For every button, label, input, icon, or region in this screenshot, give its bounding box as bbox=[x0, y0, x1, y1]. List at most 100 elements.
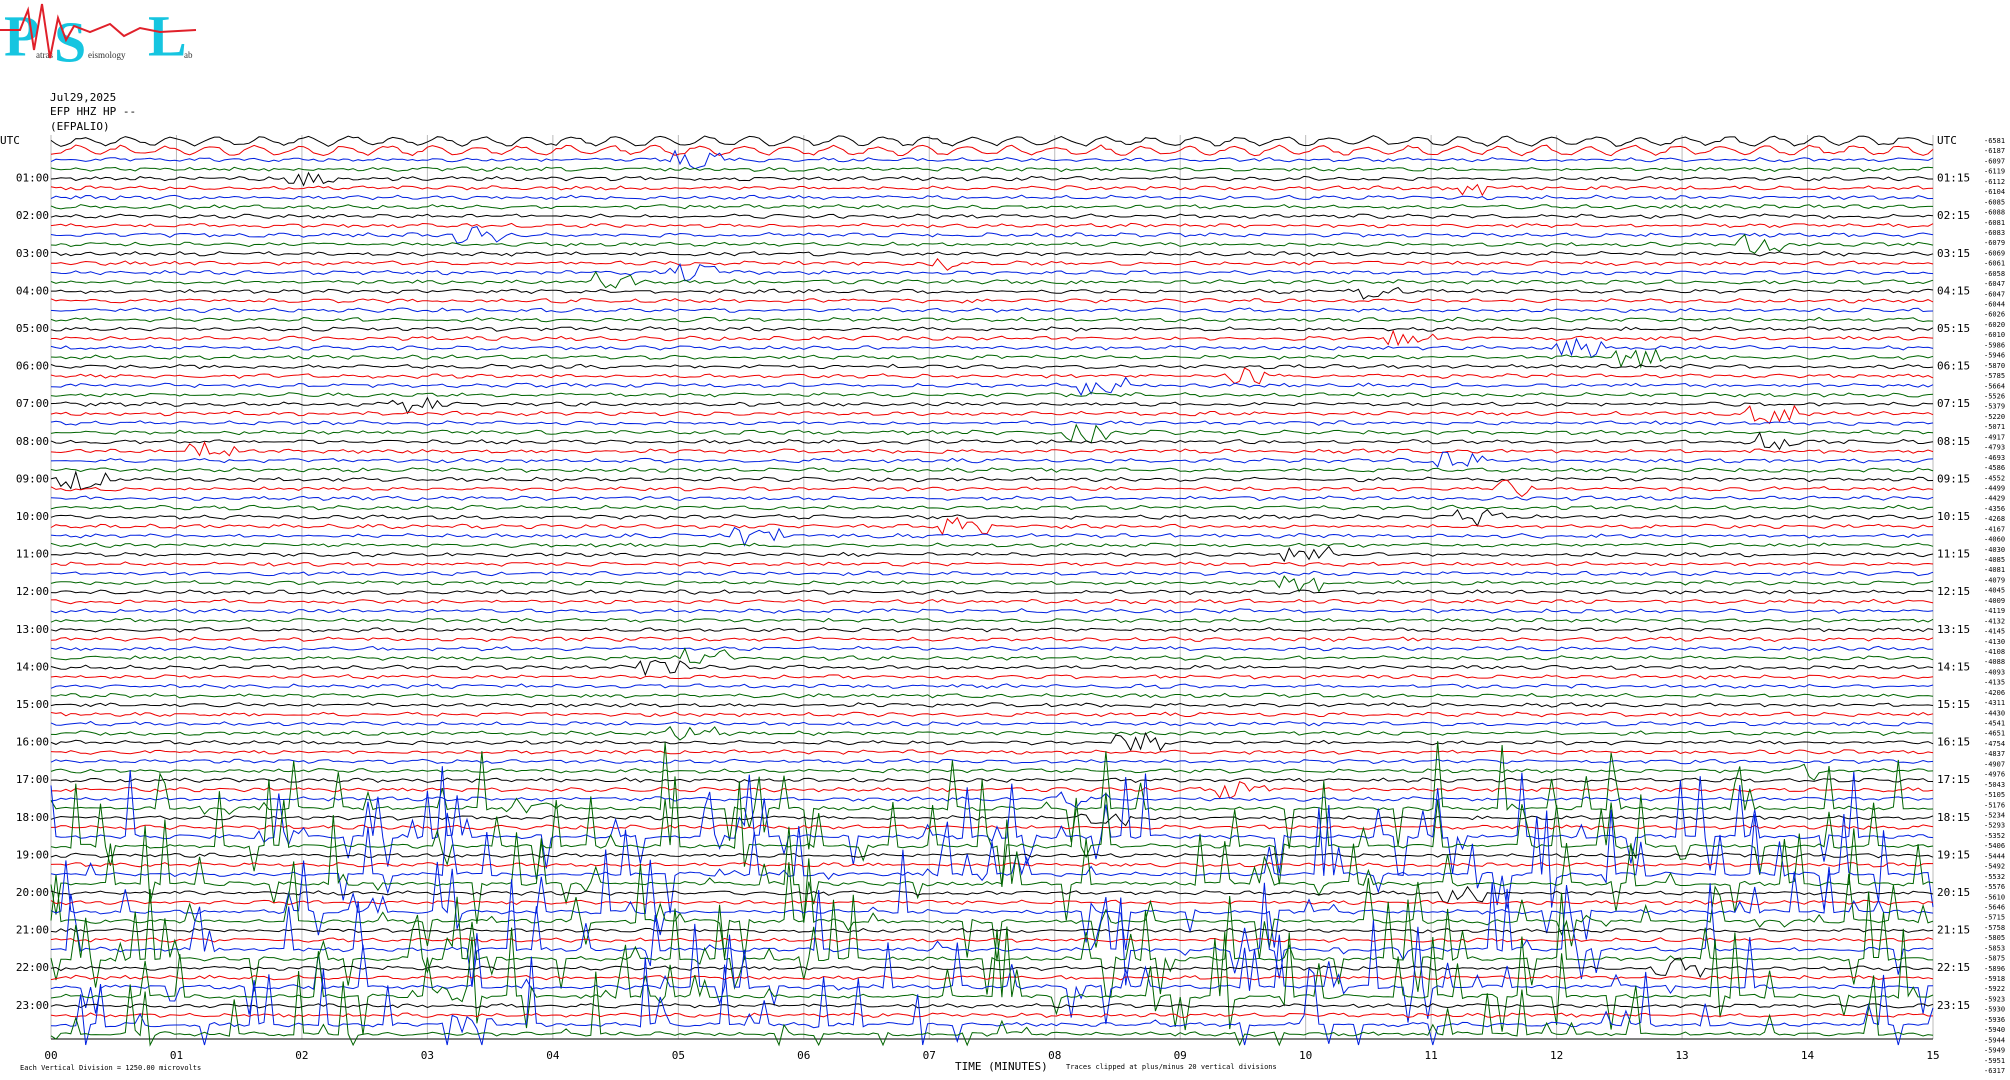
trace bbox=[50, 749, 1934, 755]
trace bbox=[50, 194, 1934, 201]
hour-label-right: 01:15 bbox=[1937, 172, 1970, 185]
trace-offset: -4552 bbox=[1984, 474, 2005, 482]
trace bbox=[50, 1012, 1934, 1018]
trace bbox=[50, 262, 1934, 282]
trace bbox=[50, 937, 1934, 943]
trace-offset: -6085 bbox=[1984, 198, 2005, 206]
trace bbox=[50, 575, 1934, 593]
x-tick-label: 04 bbox=[546, 1049, 560, 1062]
trace bbox=[50, 495, 1934, 502]
trace bbox=[50, 203, 1933, 210]
trace bbox=[50, 617, 1934, 624]
trace bbox=[50, 144, 1934, 157]
hour-label-left: 23:00 bbox=[16, 999, 49, 1012]
trace bbox=[50, 920, 1934, 1025]
trace-offset: -4145 bbox=[1984, 628, 2005, 636]
trace bbox=[50, 516, 1934, 536]
trace bbox=[50, 149, 1934, 170]
trace-offset: -4085 bbox=[1984, 556, 2005, 564]
trace bbox=[50, 645, 1933, 652]
trace-offset: -4119 bbox=[1984, 607, 2005, 615]
trace bbox=[50, 226, 1934, 244]
x-tick-label: 15 bbox=[1926, 1049, 1939, 1062]
logo-wave bbox=[0, 3, 197, 59]
hour-label-left: 16:00 bbox=[16, 736, 49, 749]
x-tick-label: 10 bbox=[1299, 1049, 1312, 1062]
trace-offset: -5930 bbox=[1984, 1006, 2005, 1014]
hour-label-left: 06:00 bbox=[16, 360, 49, 373]
trace-offset: -5526 bbox=[1984, 392, 2005, 400]
trace-offset: -5176 bbox=[1984, 801, 2005, 809]
trace-offset: -6081 bbox=[1984, 219, 2005, 227]
trace bbox=[50, 441, 1934, 457]
trace bbox=[50, 316, 1934, 323]
trace-offset: -6020 bbox=[1984, 321, 2005, 329]
trace-offset: -4541 bbox=[1984, 720, 2005, 728]
hour-label-right: 08:15 bbox=[1937, 435, 1970, 448]
hour-label-right: 07:15 bbox=[1937, 397, 1970, 410]
trace bbox=[50, 257, 1934, 271]
trace bbox=[50, 526, 1934, 547]
x-tick-label: 07 bbox=[923, 1049, 936, 1062]
trace bbox=[50, 233, 1934, 254]
trace-offset: -4079 bbox=[1984, 576, 2005, 584]
trace-offset: -6058 bbox=[1984, 270, 2005, 278]
channel: EFP HHZ HP -- bbox=[50, 105, 136, 118]
trace bbox=[50, 766, 1934, 877]
trace bbox=[50, 758, 1934, 765]
trace-offset: -5949 bbox=[1984, 1047, 2005, 1055]
trace bbox=[50, 598, 1934, 605]
trace-offset: -6044 bbox=[1984, 301, 2005, 309]
hour-label-right: 15:15 bbox=[1937, 698, 1970, 711]
x-tick-label: 06 bbox=[797, 1049, 810, 1062]
trace bbox=[50, 367, 1934, 385]
trace-offset: -6083 bbox=[1984, 229, 2005, 237]
trace bbox=[50, 589, 1934, 595]
hour-label-right: 02:15 bbox=[1937, 209, 1970, 222]
hour-label-right: 18:15 bbox=[1937, 811, 1970, 824]
trace bbox=[50, 781, 1934, 800]
trace-offset: -6097 bbox=[1984, 157, 2005, 165]
hour-label-right: 22:15 bbox=[1937, 961, 1970, 974]
trace-offset: -4754 bbox=[1984, 740, 2005, 748]
trace-offset: -5853 bbox=[1984, 944, 2005, 952]
trace bbox=[50, 885, 1934, 904]
hour-label-right: 06:15 bbox=[1937, 360, 1970, 373]
x-tick-label: 13 bbox=[1675, 1049, 1688, 1062]
hour-label-left: 15:00 bbox=[16, 698, 49, 711]
hour-label-left: 18:00 bbox=[16, 811, 49, 824]
hour-label-right: 09:15 bbox=[1937, 472, 1970, 485]
hour-label-right: 10:15 bbox=[1937, 510, 1970, 523]
hour-label-right: 04:15 bbox=[1937, 284, 1970, 297]
trace-offset: -5785 bbox=[1984, 372, 2005, 380]
hour-label-right: 14:15 bbox=[1937, 660, 1970, 673]
trace bbox=[50, 683, 1934, 690]
trace bbox=[50, 814, 1934, 924]
trace-offset: -5043 bbox=[1984, 781, 2005, 789]
trace bbox=[50, 927, 1934, 934]
trace bbox=[50, 731, 1934, 752]
trace bbox=[50, 776, 1934, 887]
trace-offset: -5352 bbox=[1984, 832, 2005, 840]
x-tick-label: 03 bbox=[421, 1049, 434, 1062]
trace bbox=[50, 420, 1934, 426]
trace bbox=[50, 674, 1934, 680]
x-tick-label: 02 bbox=[295, 1049, 308, 1062]
hour-label-right: 05:15 bbox=[1937, 322, 1970, 335]
trace bbox=[50, 467, 1934, 473]
hour-label-left: 19:00 bbox=[16, 848, 49, 861]
trace bbox=[50, 926, 1934, 1035]
trace-offset: -4430 bbox=[1984, 709, 2005, 717]
trace-offset: -4976 bbox=[1984, 771, 2005, 779]
trace-offset: -5870 bbox=[1984, 362, 2005, 370]
trace-offset: -4268 bbox=[1984, 515, 2005, 523]
trace-offset: -4356 bbox=[1984, 505, 2005, 513]
trace bbox=[50, 957, 1934, 979]
trace bbox=[50, 363, 1934, 370]
trace-offset: -4130 bbox=[1984, 638, 2005, 646]
trace bbox=[50, 725, 1934, 741]
trace-offset: -5986 bbox=[1984, 341, 2005, 349]
trace bbox=[50, 298, 1934, 304]
trace bbox=[50, 561, 1934, 567]
trace bbox=[50, 899, 1934, 906]
